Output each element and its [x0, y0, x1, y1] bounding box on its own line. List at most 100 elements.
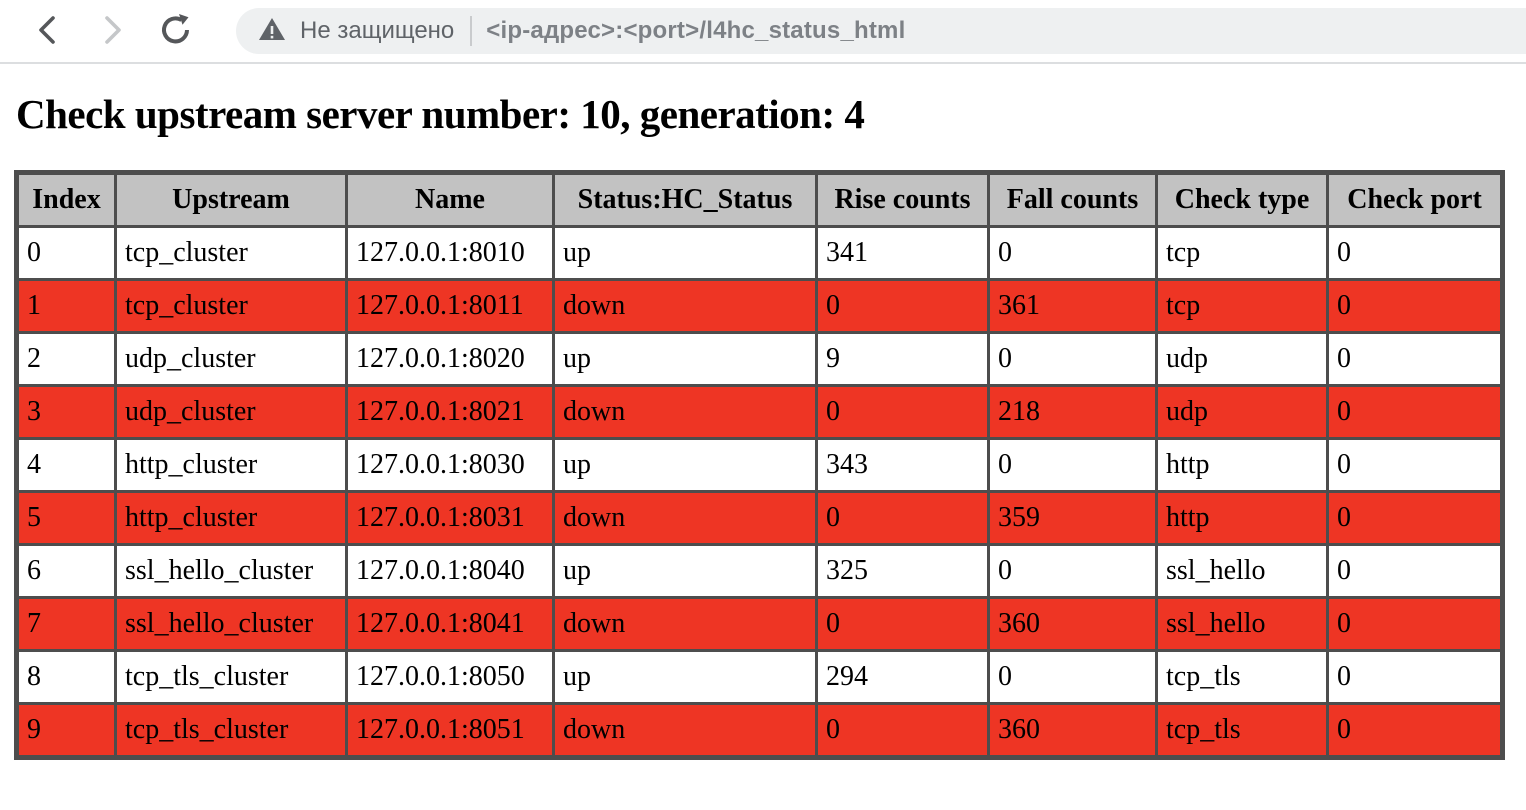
- cell-status: up: [555, 228, 815, 278]
- cell-upstream: tcp_tls_cluster: [117, 705, 345, 755]
- cell-rise: 341: [818, 228, 987, 278]
- cell-name: 127.0.0.1:8040: [348, 546, 552, 596]
- cell-fall: 0: [990, 546, 1155, 596]
- column-header-status: Status:HC_Status: [555, 175, 815, 225]
- cell-index: 0: [19, 228, 114, 278]
- cell-status: down: [555, 599, 815, 649]
- cell-check-type: tcp: [1158, 281, 1326, 331]
- table-row: 5 http_cluster 127.0.0.1:8031 down 0 359 http 0: [19, 493, 1500, 543]
- url-text[interactable]: <ip-адрес>:<port>/l4hc_status_html: [486, 17, 906, 44]
- table-row: 3 udp_cluster 127.0.0.1:8021 down 0 218 udp 0: [19, 387, 1500, 437]
- cell-index: 8: [19, 652, 114, 702]
- cell-check-port: 0: [1329, 440, 1500, 490]
- cell-check-port: 0: [1329, 599, 1500, 649]
- cell-check-port: 0: [1329, 546, 1500, 596]
- reload-button[interactable]: [156, 11, 196, 51]
- cell-check-type: ssl_hello: [1158, 599, 1326, 649]
- cell-rise: 0: [818, 599, 987, 649]
- table-row: 6 ssl_hello_cluster 127.0.0.1:8040 up 325 0 ss…: [19, 546, 1500, 596]
- back-button[interactable]: [28, 11, 68, 51]
- cell-index: 1: [19, 281, 114, 331]
- cell-check-type: tcp: [1158, 228, 1326, 278]
- column-header-name: Name: [348, 175, 552, 225]
- cell-fall: 0: [990, 440, 1155, 490]
- cell-upstream: http_cluster: [117, 493, 345, 543]
- cell-name: 127.0.0.1:8051: [348, 705, 552, 755]
- browser-toolbar: Не защищено <ip-адрес>:<port>/l4hc_statu…: [0, 0, 1526, 62]
- column-header-check-type: Check type: [1158, 175, 1326, 225]
- cell-fall: 360: [990, 705, 1155, 755]
- security-label[interactable]: Не защищено: [300, 17, 455, 44]
- reload-icon: [157, 11, 195, 52]
- cell-name: 127.0.0.1:8041: [348, 599, 552, 649]
- cell-upstream: ssl_hello_cluster: [117, 546, 345, 596]
- cell-upstream: udp_cluster: [117, 387, 345, 437]
- page-content: Check upstream server number: 10, genera…: [0, 90, 1526, 760]
- cell-status: up: [555, 546, 815, 596]
- cell-check-type: tcp_tls: [1158, 705, 1326, 755]
- table-row: 9 tcp_tls_cluster 127.0.0.1:8051 down 0 360 tc…: [19, 705, 1500, 755]
- cell-check-type: tcp_tls: [1158, 652, 1326, 702]
- cell-fall: 0: [990, 652, 1155, 702]
- cell-name: 127.0.0.1:8030: [348, 440, 552, 490]
- cell-fall: 0: [990, 334, 1155, 384]
- cell-rise: 9: [818, 334, 987, 384]
- cell-status: down: [555, 705, 815, 755]
- cell-check-type: ssl_hello: [1158, 546, 1326, 596]
- cell-rise: 0: [818, 705, 987, 755]
- cell-index: 3: [19, 387, 114, 437]
- back-icon: [31, 13, 65, 50]
- cell-upstream: ssl_hello_cluster: [117, 599, 345, 649]
- table-row: 8 tcp_tls_cluster 127.0.0.1:8050 up 294 0 tcp_…: [19, 652, 1500, 702]
- table-row: 4 http_cluster 127.0.0.1:8030 up 343 0 http 0: [19, 440, 1500, 490]
- cell-name: 127.0.0.1:8050: [348, 652, 552, 702]
- cell-name: 127.0.0.1:8011: [348, 281, 552, 331]
- forward-icon: [95, 13, 129, 50]
- cell-index: 4: [19, 440, 114, 490]
- column-header-upstream: Upstream: [117, 175, 345, 225]
- cell-fall: 218: [990, 387, 1155, 437]
- column-header-fall: Fall counts: [990, 175, 1155, 225]
- table-row: 0 tcp_cluster 127.0.0.1:8010 up 341 0 tcp 0: [19, 228, 1500, 278]
- table-row: 2 udp_cluster 127.0.0.1:8020 up 9 0 udp 0: [19, 334, 1500, 384]
- cell-index: 2: [19, 334, 114, 384]
- cell-index: 6: [19, 546, 114, 596]
- cell-status: up: [555, 440, 815, 490]
- cell-check-port: 0: [1329, 652, 1500, 702]
- cell-rise: 325: [818, 546, 987, 596]
- cell-rise: 294: [818, 652, 987, 702]
- address-bar[interactable]: Не защищено <ip-адрес>:<port>/l4hc_statu…: [236, 8, 1526, 54]
- cell-check-port: 0: [1329, 493, 1500, 543]
- cell-index: 9: [19, 705, 114, 755]
- cell-upstream: tcp_cluster: [117, 228, 345, 278]
- cell-status: down: [555, 387, 815, 437]
- header-row: Index Upstream Name Status:HC_Status Ris…: [19, 175, 1500, 225]
- cell-upstream: tcp_tls_cluster: [117, 652, 345, 702]
- cell-check-type: udp: [1158, 334, 1326, 384]
- url-separator: [470, 16, 473, 46]
- cell-check-type: http: [1158, 493, 1326, 543]
- cell-check-type: http: [1158, 440, 1326, 490]
- cell-fall: 0: [990, 228, 1155, 278]
- column-header-index: Index: [19, 175, 114, 225]
- cell-status: down: [555, 281, 815, 331]
- cell-fall: 359: [990, 493, 1155, 543]
- security-warning-icon[interactable]: [258, 15, 286, 48]
- cell-fall: 361: [990, 281, 1155, 331]
- forward-button[interactable]: [92, 11, 132, 51]
- cell-status: up: [555, 334, 815, 384]
- table-row: 1 tcp_cluster 127.0.0.1:8011 down 0 361 tcp 0: [19, 281, 1500, 331]
- cell-status: down: [555, 493, 815, 543]
- cell-rise: 343: [818, 440, 987, 490]
- cell-rise: 0: [818, 493, 987, 543]
- table-row: 7 ssl_hello_cluster 127.0.0.1:8041 down 0 360…: [19, 599, 1500, 649]
- status-table: Index Upstream Name Status:HC_Status Ris…: [14, 170, 1505, 760]
- toolbar-divider: [0, 62, 1526, 64]
- cell-check-type: udp: [1158, 387, 1326, 437]
- page-heading: Check upstream server number: 10, genera…: [16, 91, 865, 137]
- cell-check-port: 0: [1329, 228, 1500, 278]
- cell-fall: 360: [990, 599, 1155, 649]
- column-header-check-port: Check port: [1329, 175, 1500, 225]
- cell-status: up: [555, 652, 815, 702]
- cell-check-port: 0: [1329, 334, 1500, 384]
